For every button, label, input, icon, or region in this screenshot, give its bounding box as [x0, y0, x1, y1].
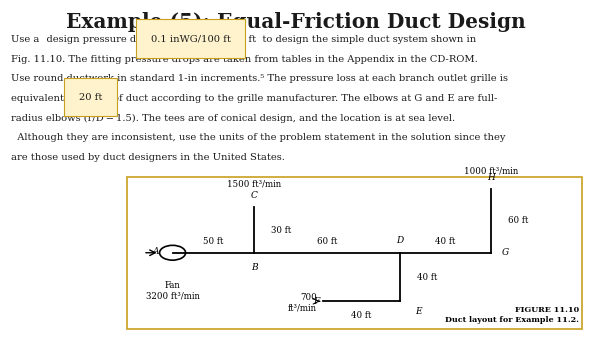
Text: Fan
3200 ft³/min: Fan 3200 ft³/min — [145, 281, 200, 301]
Text: Use a   design pressure drop   of  0.1 inWG/100 ft  to design the simple duct sy: Use a design pressure drop of 0.1 inWG/1… — [11, 35, 476, 44]
Text: Use round ductwork in standard 1-in increments.⁵ The pressure loss at each branc: Use round ductwork in standard 1-in incr… — [11, 74, 508, 84]
Text: H: H — [487, 173, 495, 182]
Text: E: E — [415, 307, 421, 316]
Text: equivalent to  20 ft  of duct according to the grille manufacturer. The elbows a: equivalent to 20 ft of duct according to… — [11, 94, 497, 103]
Text: 0.1 inWG/100 ft: 0.1 inWG/100 ft — [151, 34, 230, 43]
Text: Fig. 11.10. The fitting pressure drops are taken from tables in the Appendix in : Fig. 11.10. The fitting pressure drops a… — [11, 55, 478, 64]
Text: 40 ft: 40 ft — [436, 237, 456, 246]
Text: F: F — [314, 297, 320, 306]
Text: 40 ft: 40 ft — [417, 273, 437, 281]
Text: 1000 ft³/min: 1000 ft³/min — [464, 166, 518, 176]
Text: Example (5): Equal-Friction Duct Design: Example (5): Equal-Friction Duct Design — [66, 12, 525, 32]
Text: A: A — [153, 247, 159, 255]
Text: 20 ft: 20 ft — [79, 93, 102, 102]
FancyBboxPatch shape — [127, 177, 582, 329]
Text: 50 ft: 50 ft — [203, 237, 224, 246]
Text: are those used by duct designers in the United States.: are those used by duct designers in the … — [11, 153, 284, 162]
Text: 60 ft: 60 ft — [508, 216, 528, 225]
Text: Although they are inconsistent, use the units of the problem statement in the so: Although they are inconsistent, use the … — [11, 133, 505, 142]
Text: G: G — [502, 248, 509, 257]
Text: 700
ft³/min: 700 ft³/min — [288, 293, 317, 313]
Text: 40 ft: 40 ft — [351, 311, 372, 320]
Text: D: D — [397, 237, 404, 245]
Text: radius elbows (r/D = 1.5). The tees are of conical design, and the location is a: radius elbows (r/D = 1.5). The tees are … — [11, 114, 454, 123]
Text: 1500 ft³/min: 1500 ft³/min — [228, 180, 281, 189]
Text: 30 ft: 30 ft — [271, 225, 291, 235]
Text: FIGURE 11.10
Duct layout for Example 11.2.: FIGURE 11.10 Duct layout for Example 11.… — [445, 306, 579, 324]
Text: C: C — [251, 191, 258, 200]
Text: B: B — [251, 264, 258, 272]
Text: 60 ft: 60 ft — [317, 237, 337, 246]
